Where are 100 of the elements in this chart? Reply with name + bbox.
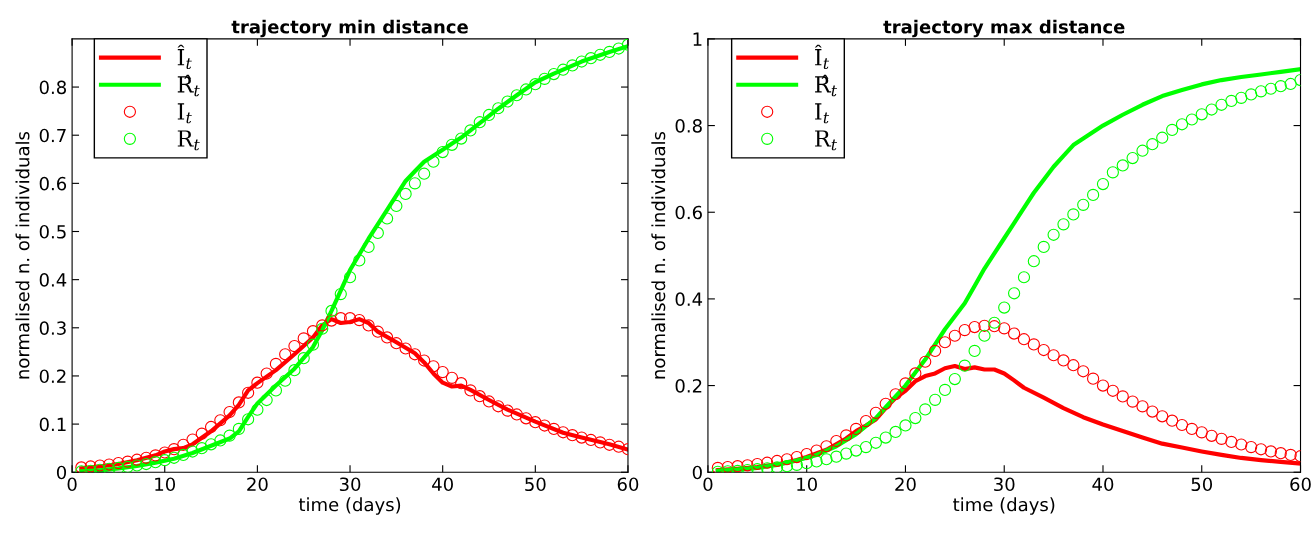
legend-label: Î$_{t}$ xyxy=(177,44,192,69)
point xyxy=(889,388,902,401)
x-tick-label: 50 xyxy=(525,477,546,492)
point xyxy=(232,422,245,436)
point xyxy=(1077,365,1090,378)
point xyxy=(371,325,384,338)
point xyxy=(464,124,477,137)
point xyxy=(1264,445,1277,458)
point xyxy=(968,320,981,334)
point xyxy=(482,108,496,122)
point xyxy=(849,444,863,457)
point xyxy=(214,434,227,447)
point xyxy=(1027,255,1040,268)
point xyxy=(1116,159,1129,172)
point xyxy=(780,460,794,473)
point xyxy=(436,365,449,379)
x-tick-label: 10 xyxy=(155,477,176,492)
point xyxy=(1106,384,1119,397)
point xyxy=(297,332,310,345)
point xyxy=(501,95,514,108)
point xyxy=(1017,271,1031,284)
point xyxy=(928,393,942,406)
point xyxy=(325,304,338,318)
point xyxy=(899,419,912,432)
point xyxy=(464,384,477,397)
point xyxy=(140,457,153,471)
point xyxy=(988,316,1001,329)
point xyxy=(538,72,551,85)
point xyxy=(899,377,912,390)
point xyxy=(1047,228,1060,241)
point xyxy=(849,422,863,436)
point xyxy=(223,405,236,419)
point xyxy=(1245,440,1258,454)
point xyxy=(1156,131,1169,144)
y-tick-label: 0.1 xyxy=(39,417,66,432)
point xyxy=(427,155,440,168)
point xyxy=(566,429,579,442)
point xyxy=(1077,198,1090,211)
point xyxy=(353,313,366,327)
point xyxy=(214,414,227,427)
point xyxy=(269,384,283,397)
point xyxy=(1205,103,1218,116)
point xyxy=(1235,91,1248,104)
legend-label: R$_{t}$ xyxy=(815,130,838,151)
point xyxy=(130,459,144,472)
point xyxy=(112,456,125,470)
point xyxy=(810,444,823,457)
point xyxy=(195,442,208,455)
point xyxy=(436,145,449,159)
point xyxy=(889,425,902,439)
point xyxy=(186,433,199,446)
point xyxy=(288,364,301,377)
point xyxy=(325,314,338,327)
point xyxy=(112,461,125,473)
point xyxy=(390,199,403,213)
point xyxy=(790,458,803,471)
point xyxy=(260,367,273,380)
point xyxy=(529,78,542,91)
point xyxy=(334,287,347,301)
point xyxy=(800,447,813,461)
point xyxy=(362,240,375,254)
point xyxy=(830,450,843,463)
point xyxy=(353,254,366,267)
point xyxy=(800,457,813,470)
x-axis-title: time (days) xyxy=(953,497,1055,515)
y-tick-label: 0.5 xyxy=(39,224,66,239)
point xyxy=(1185,113,1198,126)
point xyxy=(810,455,823,468)
legend-label: Î$_{t}$ xyxy=(814,44,830,69)
y-tick-label: 0.8 xyxy=(39,80,67,95)
point xyxy=(75,461,88,473)
point xyxy=(584,433,598,447)
point xyxy=(121,460,134,473)
point xyxy=(1037,240,1050,254)
point xyxy=(473,390,486,403)
legend-label: R̂$_{t}$ xyxy=(815,74,838,97)
point xyxy=(869,406,882,419)
point xyxy=(603,438,616,451)
x-tick-label: 30 xyxy=(339,477,361,492)
point xyxy=(279,374,292,387)
x-tick-label: 10 xyxy=(797,477,817,492)
point xyxy=(711,461,724,473)
point xyxy=(103,458,116,471)
point xyxy=(721,460,734,473)
y-axis-title: normalised n. of individuals xyxy=(15,131,30,379)
y-tick-label: 0.6 xyxy=(675,205,702,220)
point xyxy=(1225,435,1238,449)
point xyxy=(1254,443,1268,456)
point xyxy=(1235,438,1248,451)
point xyxy=(575,431,588,444)
point xyxy=(840,429,853,442)
point xyxy=(1245,88,1258,101)
point xyxy=(584,52,598,65)
point xyxy=(519,83,533,96)
point xyxy=(879,397,892,410)
chart-title: trajectory min distance xyxy=(231,19,468,38)
point xyxy=(1007,327,1021,340)
point xyxy=(1205,429,1218,442)
point xyxy=(1087,188,1100,202)
point xyxy=(399,187,412,201)
